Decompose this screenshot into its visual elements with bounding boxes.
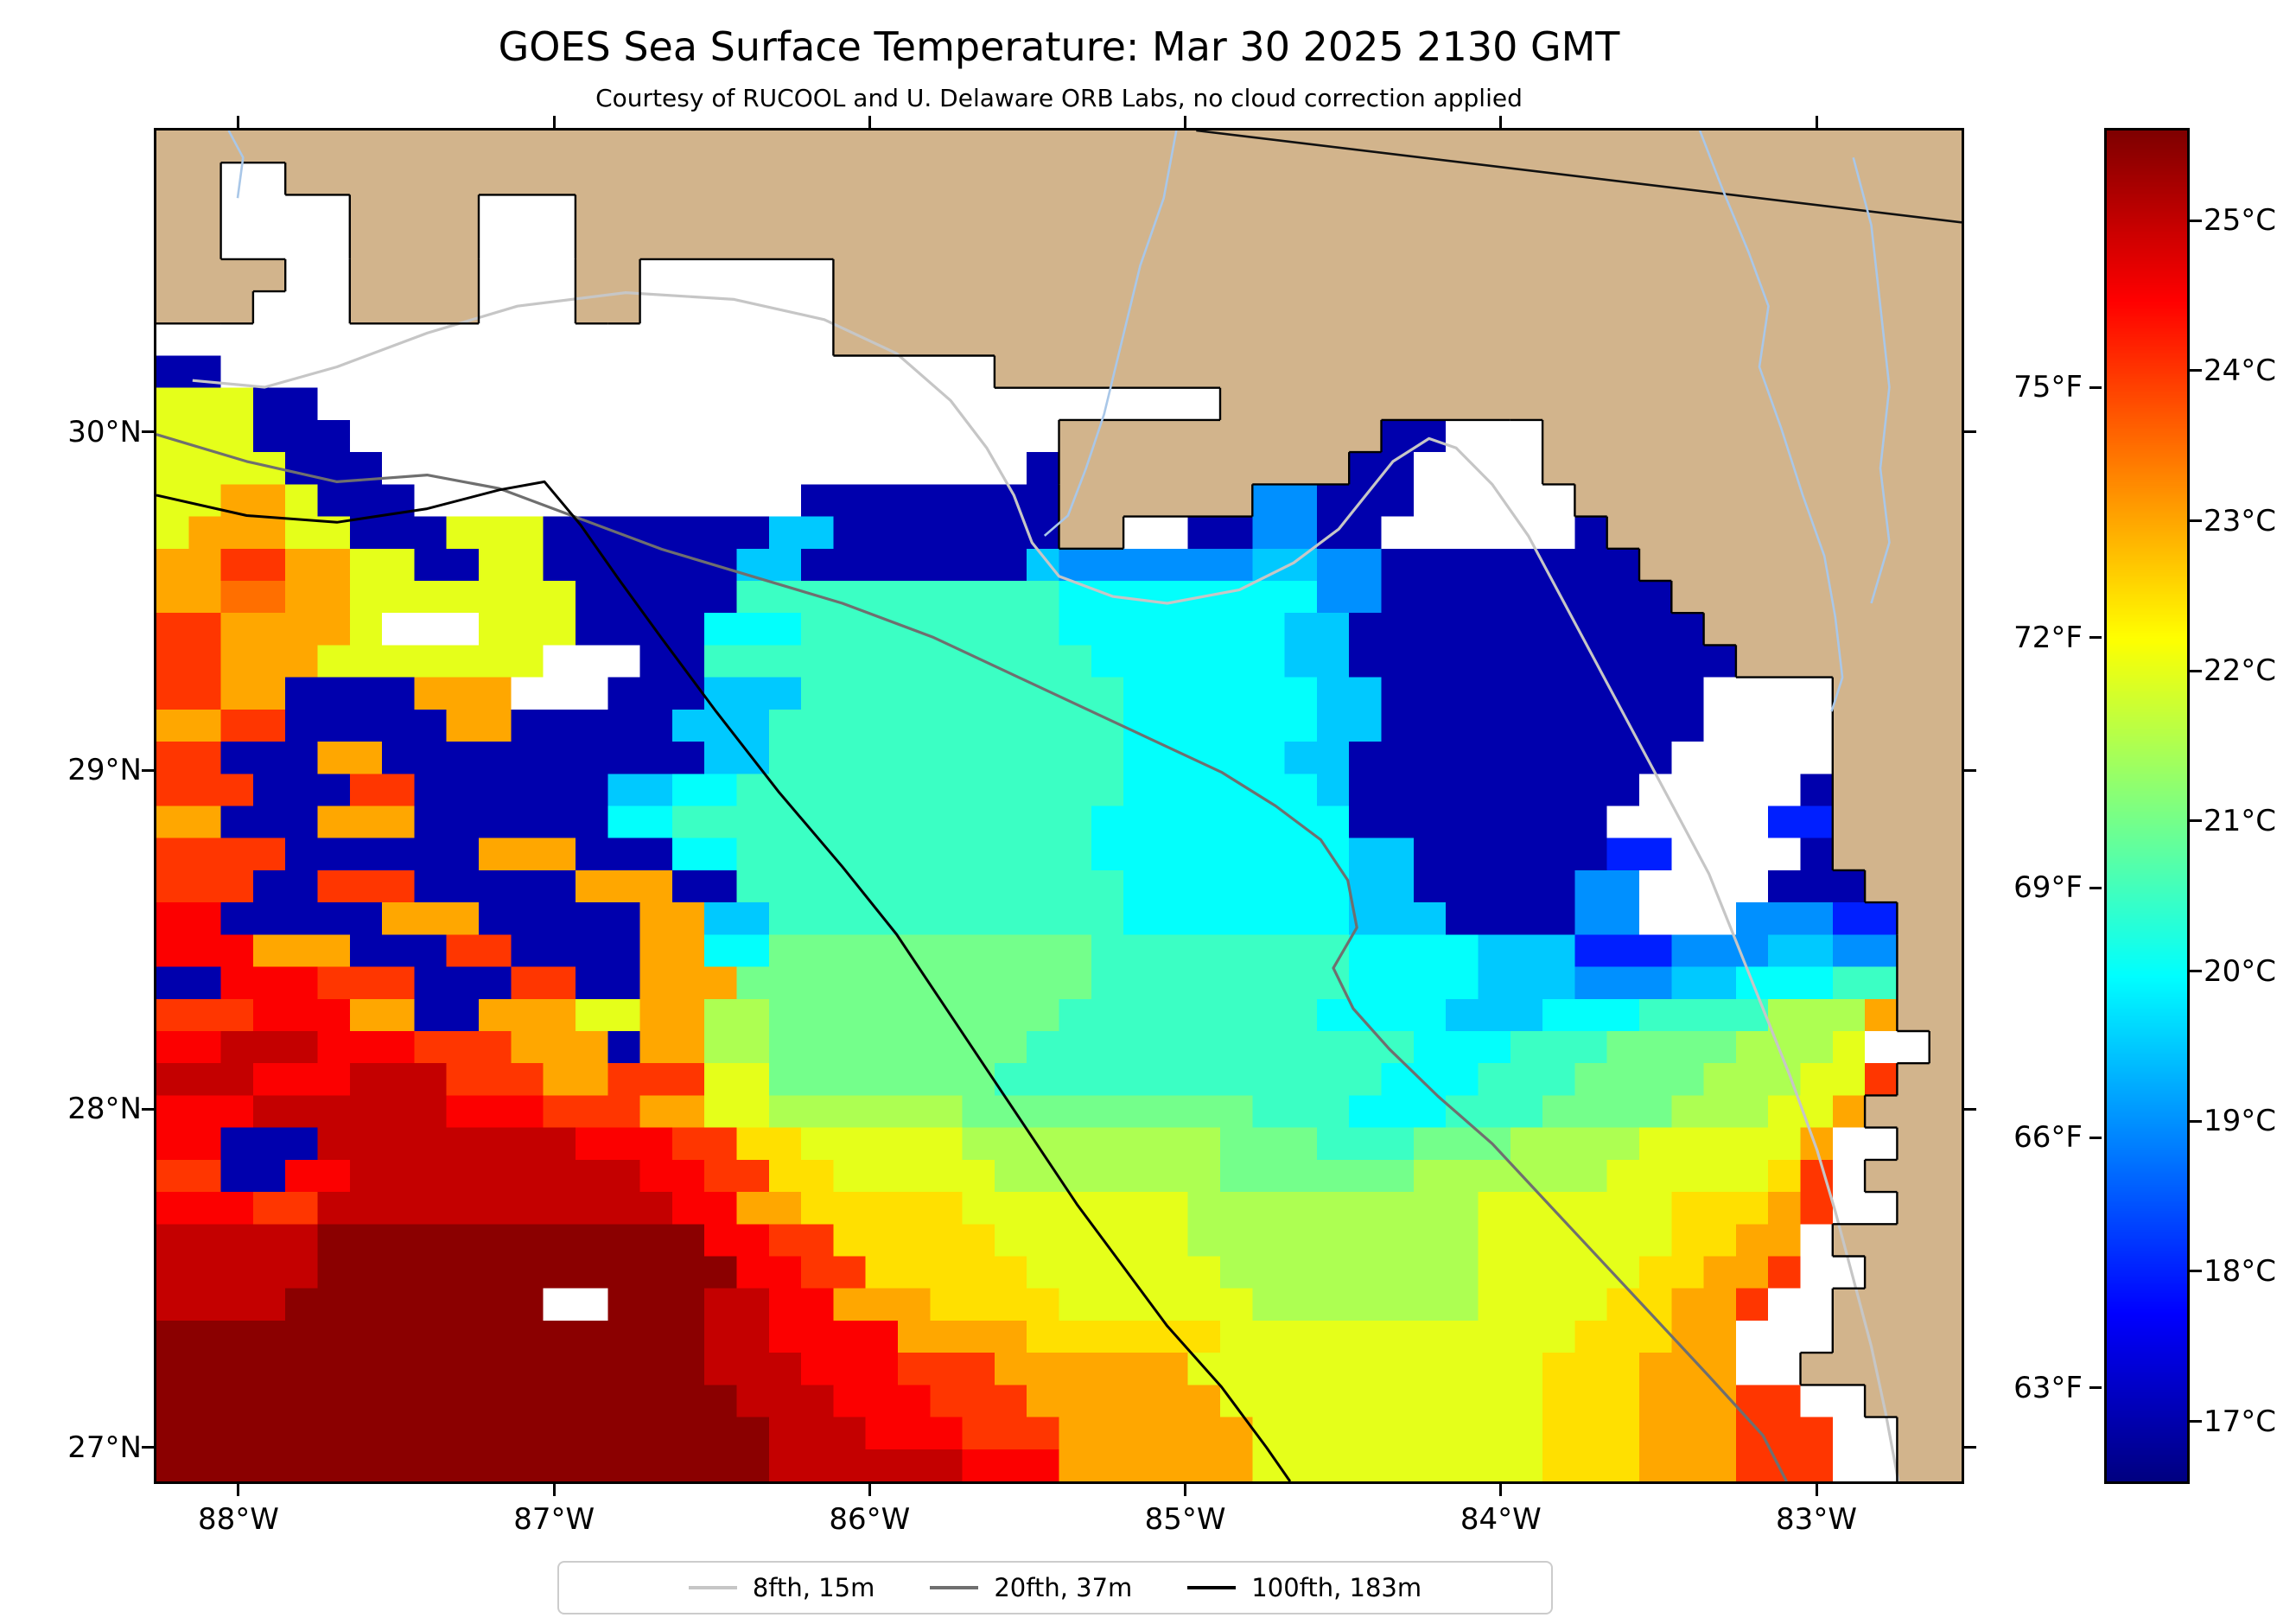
colorbar-label-celsius: 17°C xyxy=(2204,1404,2277,1439)
y-axis-tick xyxy=(142,768,154,772)
y-axis-tick-right xyxy=(1964,430,1976,434)
legend-item: 8fth, 15m xyxy=(688,1573,875,1602)
y-axis-tick-right xyxy=(1964,768,1976,772)
legend-label: 20fth, 37m xyxy=(994,1573,1133,1602)
colorbar-label-fahrenheit: 66°F xyxy=(2013,1120,2083,1156)
colorbar-label-celsius: 19°C xyxy=(2204,1104,2277,1139)
x-axis-tick-top xyxy=(1815,116,1818,128)
colorbar xyxy=(2104,128,2190,1484)
x-axis-tick-top xyxy=(1499,116,1503,128)
colorbar-gradient-canvas xyxy=(2107,131,2187,1481)
legend-item: 100fth, 183m xyxy=(1187,1573,1421,1602)
colorbar-tick-celsius xyxy=(2190,519,2202,523)
legend-line-swatch xyxy=(688,1586,737,1589)
colorbar-tick-celsius xyxy=(2190,1119,2202,1123)
river-line-1 xyxy=(1698,131,1844,712)
colorbar-tick-fahrenheit xyxy=(2089,636,2102,640)
colorbar-tick-fahrenheit xyxy=(2089,385,2102,389)
x-tick-label: 83°W xyxy=(1776,1502,1857,1537)
y-axis-tick-right xyxy=(1964,1107,1976,1111)
x-axis-tick xyxy=(1184,1484,1187,1496)
legend-line-swatch xyxy=(930,1586,979,1589)
x-axis-tick xyxy=(1815,1484,1818,1496)
colorbar-label-celsius: 25°C xyxy=(2204,203,2277,239)
legend-label: 8fth, 15m xyxy=(752,1573,875,1602)
state-boundary-line xyxy=(1196,131,1962,224)
colorbar-tick-celsius xyxy=(2190,1420,2202,1423)
legend-item: 20fth, 37m xyxy=(930,1573,1132,1602)
bathymetry-contour-15m xyxy=(192,291,1900,1481)
legend-label: 100fth, 183m xyxy=(1251,1573,1422,1602)
colorbar-tick-fahrenheit xyxy=(2089,1386,2102,1390)
x-axis-tick xyxy=(552,1484,556,1496)
river-line-0 xyxy=(1043,131,1178,537)
y-tick-label: 28°N xyxy=(67,1092,142,1127)
x-axis-tick-top xyxy=(868,116,871,128)
colorbar-label-celsius: 22°C xyxy=(2204,653,2277,689)
map-area xyxy=(154,128,1964,1484)
y-tick-label: 29°N xyxy=(67,753,142,788)
bathymetry-contour-37m xyxy=(156,433,1788,1481)
river-line-3 xyxy=(227,131,245,199)
colorbar-tick-celsius xyxy=(2190,369,2202,373)
y-axis-tick-right xyxy=(1964,1446,1976,1449)
colorbar-label-celsius: 23°C xyxy=(2204,503,2277,538)
legend-line-swatch xyxy=(1187,1586,1237,1589)
y-axis-tick xyxy=(142,1107,154,1111)
colorbar-tick-celsius xyxy=(2190,669,2202,672)
y-axis-tick xyxy=(142,1446,154,1449)
y-axis-tick xyxy=(142,430,154,434)
colorbar-label-celsius: 21°C xyxy=(2204,803,2277,838)
x-tick-label: 85°W xyxy=(1144,1502,1226,1537)
x-axis-tick-top xyxy=(552,116,556,128)
legend: 8fth, 15m 20fth, 37m 100fth, 183m xyxy=(557,1561,1553,1614)
colorbar-tick-celsius xyxy=(2190,970,2202,973)
colorbar-tick-celsius xyxy=(2190,1270,2202,1273)
x-axis-tick-top xyxy=(1184,116,1187,128)
x-axis-tick xyxy=(868,1484,871,1496)
chart-title: GOES Sea Surface Temperature: Mar 30 202… xyxy=(498,23,1620,70)
bathymetry-contour-183m xyxy=(156,480,1292,1481)
colorbar-label-fahrenheit: 63°F xyxy=(2013,1370,2083,1405)
colorbar-label-fahrenheit: 75°F xyxy=(2013,370,2083,405)
coastline xyxy=(156,162,1930,1481)
colorbar-label-celsius: 18°C xyxy=(2204,1253,2277,1289)
colorbar-label-celsius: 24°C xyxy=(2204,353,2277,388)
chart-subtitle: Courtesy of RUCOOL and U. Delaware ORB L… xyxy=(595,84,1523,112)
x-axis-tick-top xyxy=(237,116,240,128)
x-axis-tick xyxy=(1499,1484,1503,1496)
colorbar-tick-celsius xyxy=(2190,819,2202,823)
colorbar-tick-fahrenheit xyxy=(2089,886,2102,889)
x-tick-label: 87°W xyxy=(513,1502,595,1537)
y-tick-label: 27°N xyxy=(67,1430,142,1465)
river-line-2 xyxy=(1852,156,1891,604)
colorbar-tick-fahrenheit xyxy=(2089,1136,2102,1139)
x-tick-label: 88°W xyxy=(198,1502,279,1537)
colorbar-label-celsius: 20°C xyxy=(2204,953,2277,989)
colorbar-label-fahrenheit: 69°F xyxy=(2013,870,2083,906)
x-tick-label: 84°W xyxy=(1460,1502,1542,1537)
x-axis-tick xyxy=(237,1484,240,1496)
colorbar-tick-celsius xyxy=(2190,219,2202,222)
sst-heatmap-canvas xyxy=(156,131,1962,1481)
y-tick-label: 30°N xyxy=(67,414,142,449)
map-overlay xyxy=(156,131,1962,1481)
colorbar-label-fahrenheit: 72°F xyxy=(2013,620,2083,655)
x-tick-label: 86°W xyxy=(829,1502,911,1537)
